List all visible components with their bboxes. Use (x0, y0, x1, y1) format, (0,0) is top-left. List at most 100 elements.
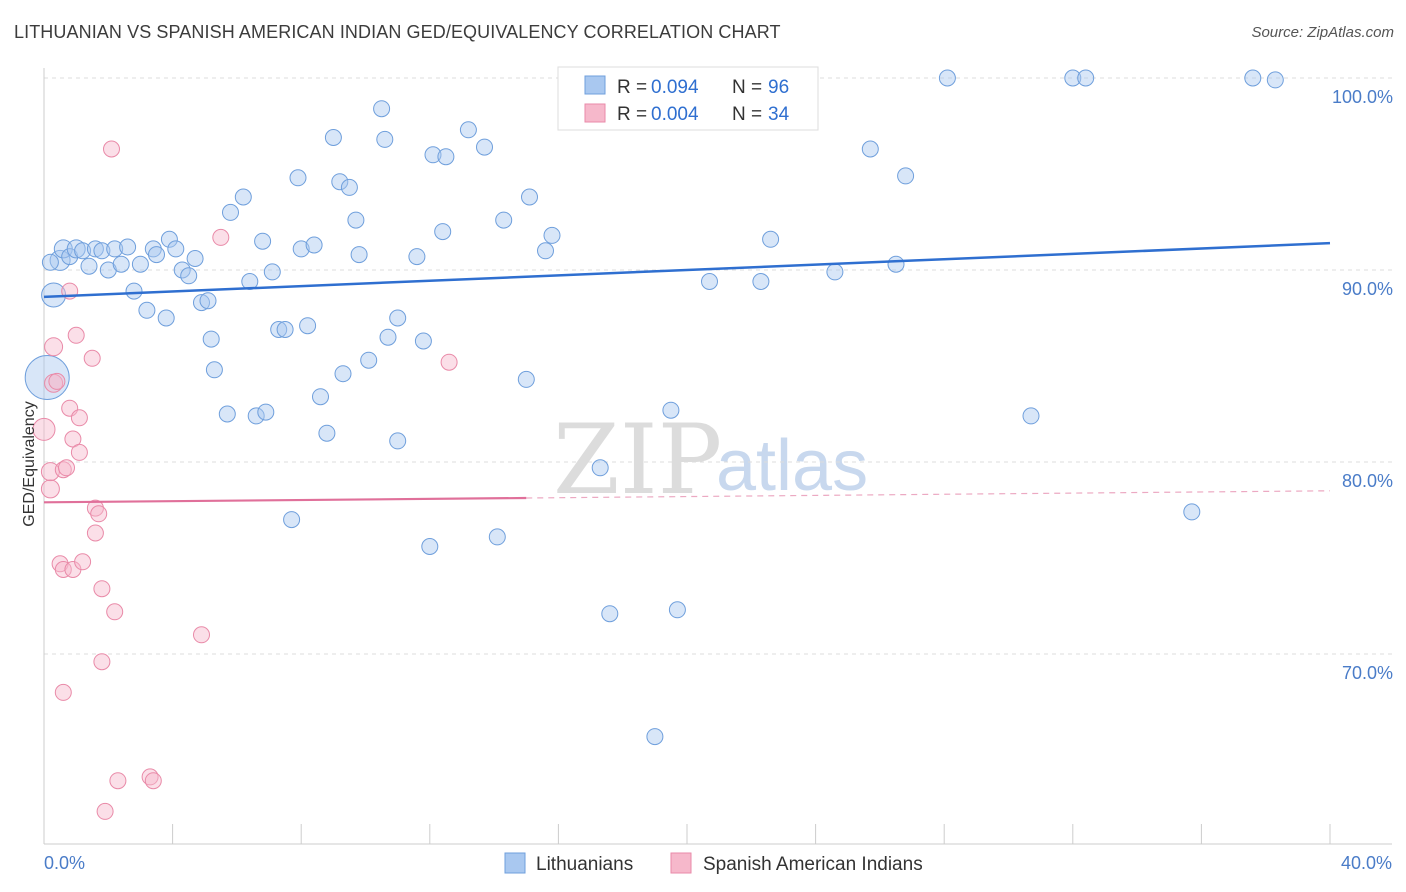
point-lithuanians (861, 140, 879, 158)
point-lithuanians (199, 292, 217, 310)
point-lithuanians (205, 361, 223, 379)
point-lithuanians (887, 255, 905, 273)
point-spanish-american-indians (93, 580, 111, 598)
point-lithuanians (66, 239, 86, 259)
point-spanish-american-indians (86, 524, 104, 542)
chart-title: LITHUANIAN VS SPANISH AMERICAN INDIAN GE… (14, 22, 781, 42)
bottom-legend: Lithuanians Spanish American Indians (504, 852, 923, 875)
point-lithuanians (74, 242, 92, 260)
point-lithuanians (41, 253, 59, 271)
legend-r-label-1: R = (617, 77, 647, 98)
point-lithuanians (543, 226, 561, 244)
point-lithuanians (360, 351, 378, 369)
point-lithuanians (173, 261, 191, 279)
point-lithuanians (373, 100, 391, 118)
point-lithuanians (1244, 69, 1262, 87)
point-spanish-american-indians (70, 443, 88, 461)
point-lithuanians (762, 230, 780, 248)
point-lithuanians (495, 211, 513, 229)
point-lithuanians (193, 294, 210, 312)
point-lithuanians (389, 309, 407, 327)
legend-r-value-1: 0.094 (651, 77, 699, 98)
watermark-zip: ZIP (553, 404, 722, 516)
point-spanish-american-indians (103, 140, 120, 158)
legend-box: R = 0.094 N = 96 R = 0.004 N = 34 (557, 66, 819, 131)
point-lithuanians (283, 511, 301, 529)
point-lithuanians (299, 317, 317, 335)
point-spanish-american-indians (32, 417, 56, 441)
bottom-legend-label-lithuanians: Lithuanians (536, 854, 633, 875)
point-lithuanians (1077, 69, 1095, 87)
point-lithuanians (537, 242, 554, 260)
point-spanish-american-indians (83, 349, 101, 367)
point-spanish-american-indians (54, 461, 72, 479)
y-tick-label: 90.0% (1342, 279, 1393, 299)
point-lithuanians (459, 121, 477, 139)
point-lithuanians (752, 273, 770, 290)
point-lithuanians (144, 240, 162, 258)
point-spanish-american-indians (90, 505, 108, 523)
legend-swatch-spanish-american-indians (584, 103, 606, 123)
legend-r-value-2: 0.004 (651, 104, 699, 125)
point-lithuanians (160, 230, 178, 248)
point-lithuanians (125, 282, 143, 300)
point-lithuanians (376, 130, 394, 148)
point-lithuanians (276, 321, 294, 338)
bottom-legend-label-spanish-american-indians: Spanish American Indians (703, 854, 923, 875)
point-spanish-american-indians (106, 603, 124, 621)
bottom-legend-swatch-lithuanians (504, 852, 526, 874)
point-lithuanians (305, 236, 323, 254)
point-lithuanians (131, 255, 149, 273)
point-spanish-american-indians (70, 409, 88, 427)
point-lithuanians (1064, 69, 1082, 87)
point-lithuanians (263, 263, 281, 281)
point-lithuanians (521, 188, 538, 206)
point-lithuanians (646, 728, 664, 746)
point-spanish-american-indians (40, 479, 60, 499)
point-lithuanians (408, 248, 426, 266)
trend-line-spanish-american-indians (43, 496, 527, 504)
point-lithuanians (897, 167, 915, 185)
point-lithuanians (167, 240, 185, 258)
point-lithuanians (340, 178, 358, 196)
point-spanish-american-indians (86, 499, 104, 517)
point-spanish-american-indians (74, 553, 92, 571)
point-lithuanians (257, 403, 275, 421)
y-tick-label: 100.0% (1332, 87, 1393, 107)
point-lithuanians (701, 273, 718, 290)
legend-r-label-2: R = (617, 104, 647, 125)
point-spanish-american-indians (93, 653, 111, 671)
point-lithuanians (437, 148, 455, 166)
point-lithuanians (270, 321, 288, 338)
point-lithuanians (93, 242, 111, 260)
point-lithuanians (389, 432, 407, 450)
point-lithuanians (80, 257, 98, 275)
point-spanish-american-indians (58, 459, 75, 477)
legend-n-label-1: N = (732, 77, 762, 98)
trend-line-spanish-american-indians-dashed (526, 490, 1331, 499)
point-spanish-american-indians (144, 772, 162, 790)
point-spanish-american-indians (67, 326, 85, 344)
point-lithuanians (202, 330, 220, 348)
point-lithuanians (601, 605, 619, 623)
watermark-atlas: atlas (716, 426, 868, 506)
legend-swatch-lithuanians (584, 75, 606, 95)
point-spanish-american-indians (54, 561, 72, 578)
point-lithuanians (254, 232, 272, 250)
point-spanish-american-indians (212, 228, 230, 246)
trend-lines (43, 241, 1331, 504)
point-lithuanians (668, 601, 686, 619)
point-lithuanians (662, 401, 680, 419)
point-lithuanians (1183, 503, 1201, 521)
point-lithuanians (591, 459, 609, 477)
point-lithuanians (826, 263, 844, 281)
point-lithuanians (424, 146, 442, 164)
point-lithuanians (112, 255, 130, 273)
axes: 100.0% 90.0% 80.0% 70.0% (43, 68, 1393, 845)
point-lithuanians (138, 301, 156, 319)
point-lithuanians (938, 69, 956, 87)
point-lithuanians (476, 138, 493, 156)
point-lithuanians (488, 528, 506, 546)
point-lithuanians (106, 240, 124, 258)
